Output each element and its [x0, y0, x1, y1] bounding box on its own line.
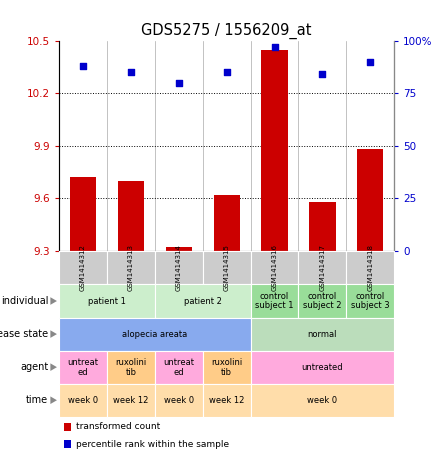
Text: control
subject 1: control subject 1 [255, 292, 294, 310]
Polygon shape [50, 297, 57, 305]
Bar [107, 251, 155, 284]
Bar [213, 195, 240, 251]
Bar [298, 284, 346, 318]
Bar [166, 247, 192, 251]
Bar [59, 318, 251, 351]
Text: control
subject 3: control subject 3 [351, 292, 389, 310]
Text: GSM1414312: GSM1414312 [80, 244, 86, 291]
Text: GSM1414314: GSM1414314 [176, 244, 182, 291]
Point [271, 43, 278, 51]
Title: GDS5275 / 1556209_at: GDS5275 / 1556209_at [141, 23, 312, 39]
Bar [251, 384, 394, 417]
Bar [107, 351, 155, 384]
Bar [203, 384, 251, 417]
Text: transformed count: transformed count [76, 423, 160, 431]
Text: GSM1414318: GSM1414318 [367, 244, 373, 291]
Bar [251, 318, 394, 351]
Text: alopecia areata: alopecia areata [122, 330, 187, 338]
Text: GSM1414315: GSM1414315 [224, 244, 230, 291]
Bar [346, 251, 394, 284]
Text: untreat
ed: untreat ed [163, 358, 194, 376]
Point [223, 68, 230, 76]
Bar [261, 49, 288, 251]
Text: patient 1: patient 1 [88, 297, 126, 305]
Bar [59, 251, 107, 284]
Text: GSM1414317: GSM1414317 [319, 244, 325, 291]
Polygon shape [50, 330, 57, 338]
Bar [70, 177, 96, 251]
Bar [59, 351, 107, 384]
Text: percentile rank within the sample: percentile rank within the sample [76, 440, 229, 448]
Text: control
subject 2: control subject 2 [303, 292, 342, 310]
Point [367, 58, 374, 65]
Bar [309, 202, 336, 251]
Text: agent: agent [20, 362, 48, 372]
Text: GSM1414313: GSM1414313 [128, 244, 134, 291]
Bar [203, 351, 251, 384]
Bar [251, 251, 298, 284]
Text: week 12: week 12 [209, 396, 244, 405]
Text: disease state: disease state [0, 329, 48, 339]
Text: week 0: week 0 [68, 396, 98, 405]
Text: patient 2: patient 2 [184, 297, 222, 305]
Bar [64, 440, 71, 448]
Bar [155, 284, 251, 318]
Polygon shape [50, 396, 57, 404]
Text: time: time [26, 395, 48, 405]
Text: week 0: week 0 [307, 396, 337, 405]
Bar [107, 384, 155, 417]
Point [319, 71, 326, 78]
Text: week 12: week 12 [113, 396, 148, 405]
Bar [155, 251, 203, 284]
Bar [346, 284, 394, 318]
Bar [357, 149, 383, 251]
Point [175, 79, 182, 87]
Point [80, 63, 87, 70]
Bar [298, 251, 346, 284]
Text: ruxolini
tib: ruxolini tib [211, 358, 242, 376]
Text: week 0: week 0 [164, 396, 194, 405]
Bar [155, 351, 203, 384]
Bar [251, 351, 394, 384]
Text: normal: normal [307, 330, 337, 338]
Bar [118, 181, 144, 251]
Bar [64, 423, 71, 431]
Text: untreated: untreated [302, 363, 343, 371]
Text: ruxolini
tib: ruxolini tib [115, 358, 147, 376]
Polygon shape [50, 363, 57, 371]
Point [127, 68, 134, 76]
Text: untreat
ed: untreat ed [67, 358, 99, 376]
Bar [155, 384, 203, 417]
Text: individual: individual [1, 296, 48, 306]
Bar [251, 284, 298, 318]
Bar [203, 251, 251, 284]
Bar [59, 284, 155, 318]
Text: GSM1414316: GSM1414316 [272, 244, 278, 291]
Bar [59, 384, 107, 417]
